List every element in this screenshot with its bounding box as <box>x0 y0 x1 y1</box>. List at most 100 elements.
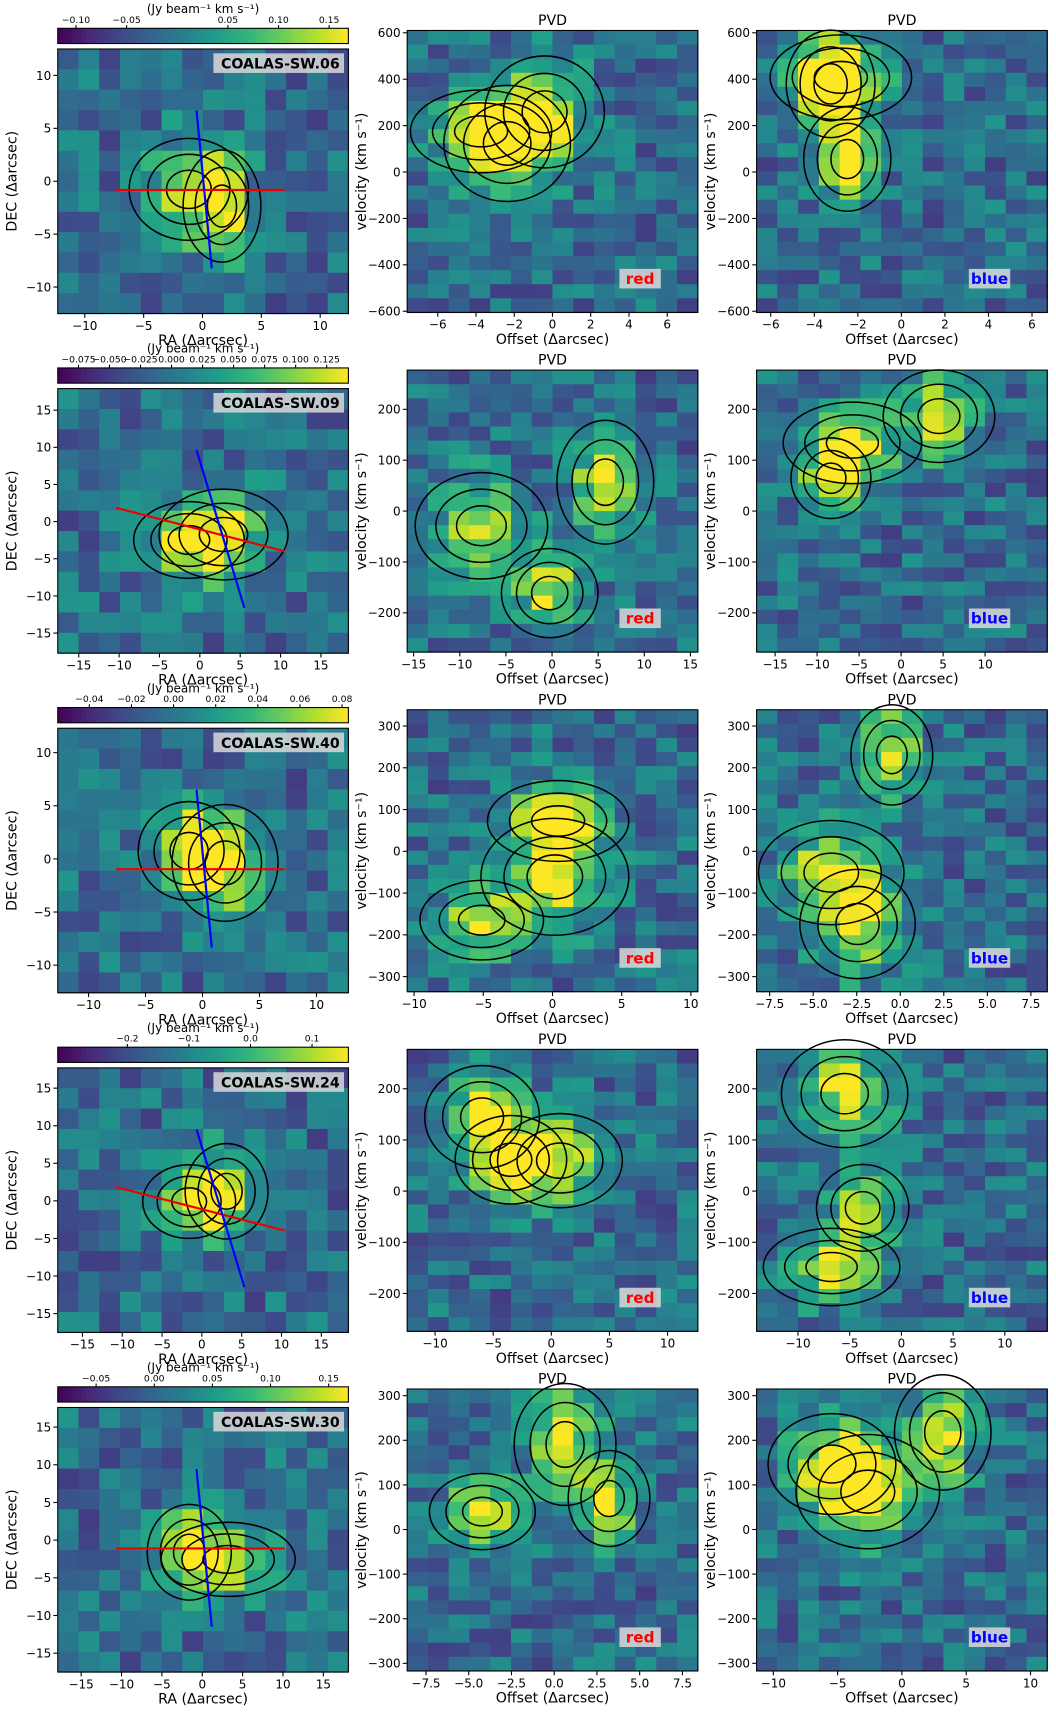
image-pixel <box>1005 1246 1028 1262</box>
image-pixel <box>99 1088 121 1110</box>
image-pixel <box>1026 1501 1048 1517</box>
x-tick-label: 2 <box>941 318 949 332</box>
image-pixel <box>614 1260 637 1276</box>
image-pixel <box>756 794 779 810</box>
image-pixel <box>614 1049 637 1065</box>
image-pixel <box>448 1091 471 1107</box>
image-pixel <box>490 1642 512 1658</box>
image-pixel <box>244 408 267 430</box>
image-pixel <box>677 1558 699 1573</box>
image-pixel <box>798 723 820 739</box>
image-pixel <box>594 1431 616 1447</box>
image-pixel <box>552 454 574 470</box>
colorbar-segment <box>62 367 68 384</box>
image-pixel <box>614 1105 637 1121</box>
image-pixel <box>594 907 616 922</box>
image-pixel <box>656 1091 678 1107</box>
image-pixel <box>407 1614 429 1630</box>
image-pixel <box>756 525 779 540</box>
image-pixel <box>756 1417 779 1432</box>
image-pixel <box>57 592 80 614</box>
image-pixel <box>552 1388 574 1404</box>
image-pixel <box>573 766 595 781</box>
image-pixel <box>140 1509 163 1531</box>
image-pixel <box>818 72 841 88</box>
image-pixel <box>656 129 678 144</box>
image-pixel <box>756 963 779 979</box>
image-pixel <box>901 199 924 215</box>
colorbar-segment <box>101 367 107 384</box>
image-pixel <box>881 143 903 159</box>
image-pixel <box>901 1515 924 1531</box>
image-pixel <box>407 1190 429 1206</box>
colorbar-tick-label: 0.15 <box>319 15 340 26</box>
colorbar-segment <box>164 367 170 384</box>
image-pixel <box>327 449 350 471</box>
image-pixel <box>777 1558 799 1573</box>
y-tick-label: −300 <box>368 1657 401 1671</box>
image-pixel <box>448 780 471 795</box>
image-pixel <box>57 130 80 152</box>
image-pixel <box>490 1091 512 1107</box>
contour <box>817 1451 918 1532</box>
image-pixel <box>57 809 80 831</box>
image-pixel <box>286 1570 308 1592</box>
image-pixel <box>984 1459 1007 1475</box>
image-pixel <box>964 1190 986 1206</box>
image-pixel <box>839 44 862 60</box>
image-pixel <box>78 1108 100 1130</box>
image-pixel <box>881 1105 903 1121</box>
image-pixel <box>901 539 924 555</box>
image-pixel <box>78 1590 100 1612</box>
image-pixel <box>78 931 100 953</box>
image-pixel <box>635 1049 657 1065</box>
image-pixel <box>510 115 533 130</box>
annotation-box <box>619 1287 661 1308</box>
image-pixel <box>881 1586 903 1602</box>
image-pixel <box>223 571 246 593</box>
image-pixel <box>120 592 142 614</box>
image-pixel <box>839 1063 862 1079</box>
image-pixel <box>448 72 471 88</box>
image-pixel <box>756 270 779 285</box>
image-pixel <box>635 1105 657 1121</box>
image-pixel <box>427 72 450 88</box>
image-pixel <box>594 199 616 215</box>
colorbar-segment <box>203 707 209 723</box>
image-pixel <box>407 270 429 285</box>
image-pixel <box>677 143 699 159</box>
image-pixel <box>223 1590 246 1612</box>
contour <box>791 47 891 108</box>
image-pixel <box>1026 977 1048 993</box>
image-pixel <box>656 412 678 428</box>
x-tick-label: −2.5 <box>497 1676 526 1690</box>
y-tick-label: 10 <box>36 1458 51 1472</box>
y-tick-label: 200 <box>378 1082 401 1096</box>
image-pixel <box>860 370 882 385</box>
image-pixel <box>182 191 204 213</box>
image-pixel <box>614 1091 637 1107</box>
image-pixel <box>223 748 246 770</box>
image-pixel <box>860 1403 882 1418</box>
image-pixel <box>306 1651 329 1673</box>
image-pixel <box>490 1459 512 1475</box>
contour <box>194 166 250 246</box>
image-pixel <box>943 213 965 229</box>
image-pixel <box>490 58 512 74</box>
image-pixel <box>490 129 512 144</box>
image-pixel <box>407 171 429 187</box>
image-pixel <box>427 1303 450 1318</box>
image-pixel <box>777 426 799 442</box>
panel-title: PVD <box>887 353 916 369</box>
image-pixel <box>818 1162 841 1177</box>
image-pixel <box>964 1558 986 1573</box>
image-pixel <box>327 1529 350 1551</box>
image-pixel <box>120 1610 142 1632</box>
image-pixel <box>78 510 100 532</box>
image-pixel <box>531 752 554 767</box>
image-pixel <box>594 637 616 653</box>
image-pixel <box>798 1614 820 1630</box>
contour <box>817 885 898 963</box>
image-pixel <box>531 949 554 965</box>
image-pixel <box>286 1250 308 1272</box>
